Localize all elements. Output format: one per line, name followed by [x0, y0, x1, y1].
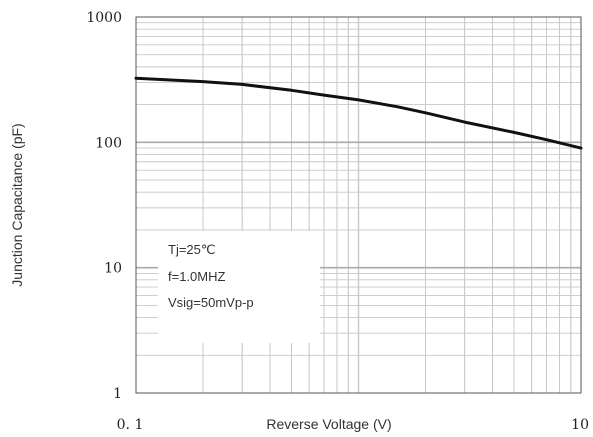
note-background — [158, 231, 320, 343]
y-axis-title: Junction Capacitance (pF) — [9, 123, 25, 286]
grid-lines — [136, 17, 581, 393]
tick-labels: 1000 100 10 1 0. 1 10 — [86, 10, 589, 433]
conditions-note: Tj=25℃ f=1.0MHZ Vsig=50mVp-p — [158, 231, 320, 343]
note-frequency: f=1.0MHZ — [168, 269, 225, 284]
note-signal: Vsig=50mVp-p — [168, 295, 254, 310]
plot-frame — [135, 16, 582, 394]
capacitance-curve — [134, 76, 583, 150]
y-tick-label: 1000 — [86, 10, 122, 26]
x-tick-label: 10 — [571, 417, 589, 433]
y-tick-label: 1 — [113, 386, 122, 402]
y-tick-label: 10 — [104, 261, 122, 277]
series-layer — [134, 76, 583, 150]
note-temperature: Tj=25℃ — [168, 242, 215, 257]
x-tick-label: 0. 1 — [117, 417, 144, 433]
x-axis-title: Reverse Voltage (V) — [266, 416, 391, 432]
y-tick-label: 100 — [95, 135, 122, 151]
